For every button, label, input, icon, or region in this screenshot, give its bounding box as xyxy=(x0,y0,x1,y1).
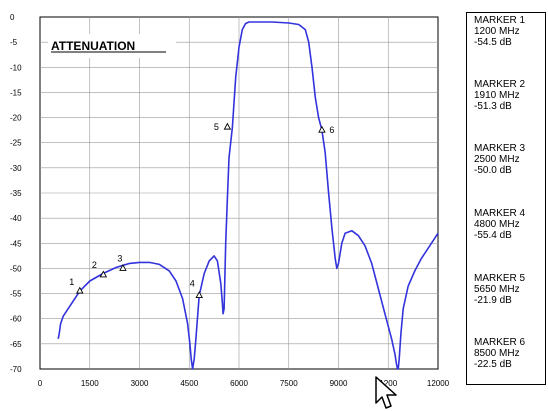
marker-2-label: 2 xyxy=(92,260,97,270)
marker-readout-2: MARKER 2 1910 MHz -51.3 dB xyxy=(474,79,544,112)
marker-readout-name: MARKER 1 xyxy=(474,15,526,26)
marker-readout-6: MARKER 6 8500 MHz -22.5 dB xyxy=(474,337,544,370)
marker-readout-level: -21.9 dB xyxy=(474,295,512,306)
marker-1-triangle xyxy=(76,286,84,294)
marker-5-triangle xyxy=(223,122,232,130)
marker-readout-1: MARKER 1 1200 MHz -54.5 dB xyxy=(474,15,544,48)
x-tick-label: 4500 xyxy=(180,379,198,388)
marker-readout-name: MARKER 3 xyxy=(474,143,526,154)
marker-readout-level: -55.4 dB xyxy=(474,230,512,241)
marker-3-triangle xyxy=(119,263,127,271)
y-tick-label: -10 xyxy=(10,63,22,72)
marker-readout-panel: MARKER 1 1200 MHz -54.5 dB MARKER 2 1910 MHz… xyxy=(466,12,546,385)
chart-title-background xyxy=(48,34,176,58)
marker-6-triangle xyxy=(318,125,326,133)
marker-readout-freq: 1200 MHz xyxy=(474,26,520,37)
marker-readout-name: MARKER 5 xyxy=(474,273,526,284)
y-tick-label: -40 xyxy=(10,214,22,223)
y-tick-label: 0 xyxy=(10,13,15,22)
marker-6-label: 6 xyxy=(329,125,334,135)
y-tick-label: -45 xyxy=(10,239,22,248)
marker-readout-freq: 4800 MHz xyxy=(474,219,520,230)
marker-readout-freq: 1910 MHz xyxy=(474,90,520,101)
y-tick-label: -15 xyxy=(10,88,22,97)
marker-3-label: 3 xyxy=(117,253,122,263)
x-tick-label: 1?00 xyxy=(379,379,397,388)
x-tick-label: 9000 xyxy=(330,379,348,388)
marker-readout-5: MARKER 5 5650 MHz -21.9 dB xyxy=(474,273,544,306)
marker-4-label: 4 xyxy=(190,279,195,289)
attenuation-series-line xyxy=(57,21,439,370)
marker-readout-name: MARKER 6 xyxy=(474,337,526,348)
marker-readout-level: -50.0 dB xyxy=(474,165,512,176)
marker-1-label: 1 xyxy=(69,277,74,287)
axis-tick-labels: 0 1500 3000 4500 6000 7500 9000 1?00 12000 0 -5 -10… xyxy=(10,13,450,388)
x-tick-label: 0 xyxy=(38,379,43,388)
marker-readout-3: MARKER 3 2500 MHz -50.0 dB xyxy=(474,143,544,176)
marker-readout-level: -22.5 dB xyxy=(474,359,512,370)
y-tick-label: -55 xyxy=(10,290,22,299)
marker-readout-freq: 5650 MHz xyxy=(474,284,520,295)
y-tick-label: -50 xyxy=(10,264,22,273)
y-tick-label: -35 xyxy=(10,189,22,198)
y-tick-label: -30 xyxy=(10,164,22,173)
chart-title: ATTENUATION xyxy=(51,39,135,53)
marker-readout-level: -51.3 dB xyxy=(474,101,512,112)
x-tick-label: 3000 xyxy=(131,379,149,388)
marker-readout-freq: 2500 MHz xyxy=(474,154,520,165)
x-tick-label: 12000 xyxy=(427,379,450,388)
marker-2-triangle xyxy=(99,270,108,278)
marker-4-triangle xyxy=(195,291,203,299)
y-tick-label: -5 xyxy=(10,38,18,47)
marker-5-label: 5 xyxy=(214,122,219,132)
series-layer xyxy=(57,21,439,370)
y-tick-label: -20 xyxy=(10,114,22,123)
y-tick-label: -25 xyxy=(10,139,22,148)
x-tick-label: 6000 xyxy=(230,379,248,388)
marker-readout-level: -54.5 dB xyxy=(474,37,512,48)
y-tick-label: -65 xyxy=(10,340,22,349)
marker-readout-name: MARKER 2 xyxy=(474,79,526,90)
y-tick-label: -70 xyxy=(10,365,22,374)
chart-title-group: ATTENUATION xyxy=(48,34,176,58)
marker-readout-name: MARKER 4 xyxy=(474,208,526,219)
marker-readout-4: MARKER 4 4800 MHz -55.4 dB xyxy=(474,208,544,241)
mouse-pointer-icon xyxy=(375,376,397,409)
y-tick-label: -60 xyxy=(10,315,22,324)
marker-readout-freq: 8500 MHz xyxy=(474,348,520,359)
grid-lines xyxy=(40,17,438,369)
x-tick-label: 7500 xyxy=(280,379,298,388)
marker-layer: 1 2 3 4 5 6 xyxy=(69,122,334,299)
x-tick-label: 1500 xyxy=(81,379,99,388)
